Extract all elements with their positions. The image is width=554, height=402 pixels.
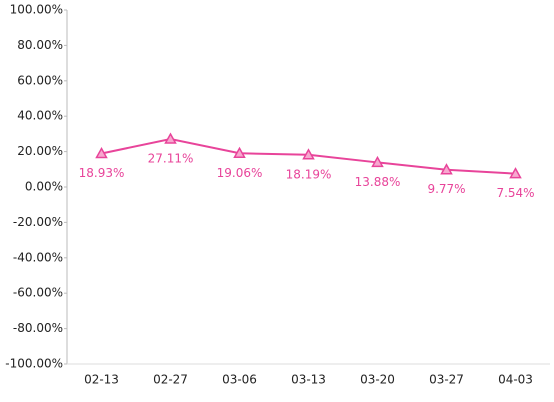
- y-tick-label: -100.00%: [5, 357, 63, 371]
- y-tick-label: -60.00%: [13, 286, 63, 300]
- data-label: 9.77%: [427, 182, 465, 196]
- y-tick-label: 40.00%: [17, 109, 63, 123]
- point-marker: [233, 146, 246, 159]
- y-tick-label: 100.00%: [10, 3, 63, 17]
- x-tick-label: 03-20: [360, 373, 395, 387]
- x-tick-label: 02-13: [84, 373, 119, 387]
- x-tick-label: 03-13: [291, 373, 326, 387]
- y-tick-label: 20.00%: [17, 144, 63, 158]
- point-marker: [371, 155, 384, 168]
- x-tick-label: 04-03: [498, 373, 533, 387]
- point-marker: [302, 148, 315, 160]
- point-marker: [164, 132, 177, 144]
- point-marker: [509, 167, 522, 179]
- x-tick-label: 03-27: [429, 373, 464, 387]
- y-tick-label: 80.00%: [17, 38, 63, 52]
- data-label: 18.19%: [286, 167, 332, 181]
- x-tick-label: 02-27: [153, 373, 188, 387]
- data-label: 7.54%: [496, 186, 534, 200]
- data-label: 18.93%: [79, 166, 125, 180]
- point-marker: [440, 163, 453, 175]
- y-tick-label: 60.00%: [17, 73, 63, 87]
- data-label: 13.88%: [355, 175, 401, 189]
- y-tick-label: -20.00%: [13, 215, 63, 229]
- data-label: 27.11%: [148, 152, 194, 166]
- data-label: 19.06%: [217, 166, 263, 180]
- y-tick-label: -40.00%: [13, 250, 63, 264]
- point-marker: [95, 146, 108, 159]
- y-tick-label: 0.00%: [25, 180, 63, 194]
- x-tick-label: 03-06: [222, 373, 257, 387]
- y-tick-label: -80.00%: [13, 321, 63, 335]
